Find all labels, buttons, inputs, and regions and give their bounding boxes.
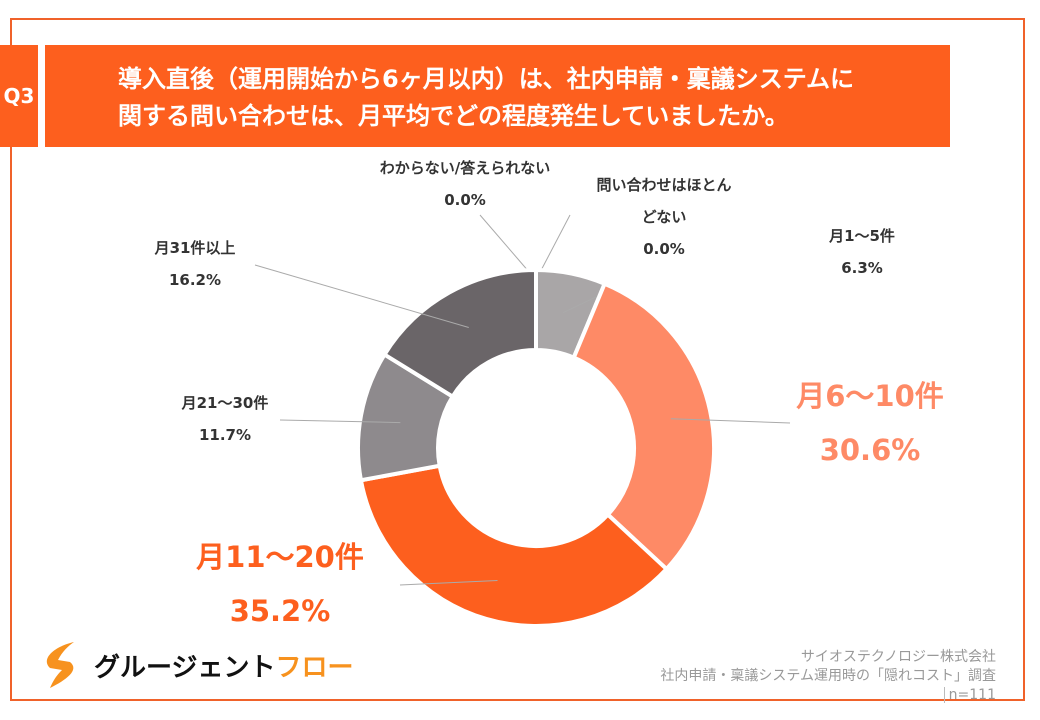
logo-text: グルージェント <box>94 652 276 683</box>
leader-line-2 <box>562 294 601 314</box>
slice-4 <box>358 463 670 628</box>
leader-line-4 <box>399 580 498 586</box>
label-21-30: 月21〜30件 11.7% <box>181 394 269 444</box>
leader-line-3 <box>670 418 791 424</box>
slice-3 <box>571 281 716 572</box>
company-name: サイオステクノロジー株式会社 <box>800 649 996 665</box>
leader-line-6 <box>254 264 469 328</box>
survey-name: 社内申請・稟議システム運用時の「隠れコスト」調査 <box>660 668 996 684</box>
leader-line-5 <box>279 419 401 424</box>
question-number: Q3 <box>0 45 38 147</box>
sample-size: n=111 <box>660 686 996 705</box>
logo-text-accent: フロー <box>275 652 354 683</box>
slice-6 <box>381 267 538 400</box>
question-title: 導入直後（運用開始から6ヶ月以内）は、社内申請・稟議システムに 関する問い合わせ… <box>45 45 950 147</box>
title-line-1: 導入直後（運用開始から6ヶ月以内）は、社内申請・稟議システムに <box>118 65 854 93</box>
label-almost-none: 問い合わせはほとん どない 0.0% <box>596 176 732 258</box>
label-6-10: 月6〜10件 30.6% <box>796 379 944 467</box>
logo: グルージェント フロー <box>36 640 354 690</box>
label-31-plus: 月31件以上 16.2% <box>154 239 236 289</box>
label-unknown: わからない/答えられない 0.0% <box>379 159 551 209</box>
chart-frame <box>10 18 1025 701</box>
logo-icon <box>46 642 74 688</box>
title-line-2: 関する問い合わせは、月平均でどの程度発生していましたか。 <box>118 102 789 130</box>
source-credit: サイオステクノロジー株式会社 社内申請・稟議システム運用時の「隠れコスト」調査 … <box>660 648 996 705</box>
label-11-20: 月11〜20件 35.2% <box>196 540 364 628</box>
label-1-5: 月1〜5件 6.3% <box>829 227 895 277</box>
